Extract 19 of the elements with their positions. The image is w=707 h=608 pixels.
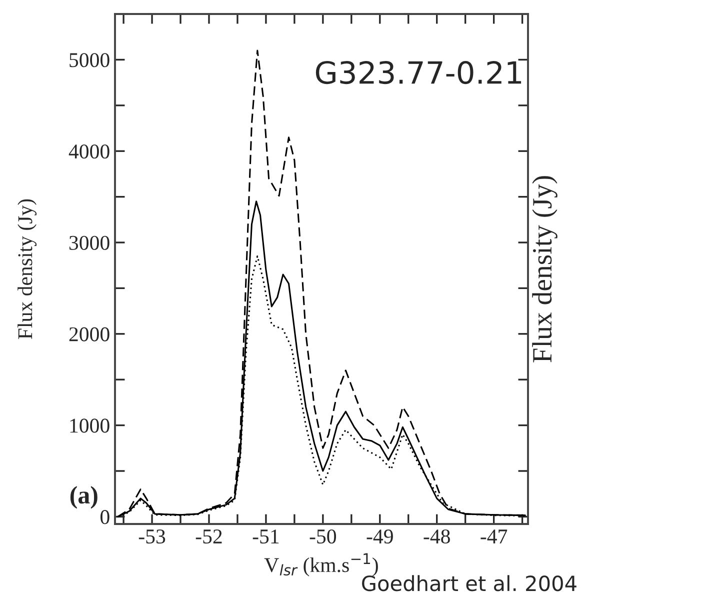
x-tick-label: -50 [310,529,336,544]
y-axis-title: Flux density (Jy) [18,199,37,340]
x-tick-label: -53 [138,530,166,544]
x-tick-label: -48 [424,529,450,544]
text: Goedhart et al. 2004 [362,575,576,592]
y-tick-label: 1000 [70,418,110,433]
annotation: G323.77-0.21 [316,60,522,84]
x-tick-label: -49 [366,530,393,544]
y-tick-label: 2000 [69,327,110,342]
x-tick-label: -51 [252,530,279,544]
x-axis-title: V$_{lsr}$ (km.s$^{−1}$) [264,553,378,576]
x-tick-label: -52 [196,530,222,544]
y2-axis-title: Flux density (Jy) [532,176,558,362]
y-tick-label: 5000 [70,53,110,68]
y-tick-label: 0 [100,510,110,524]
x-tick-label: -47 [480,530,508,544]
y-tick-label: 4000 [68,144,110,159]
y-tick-label: 3000 [69,236,110,250]
text: (a) [70,486,98,509]
